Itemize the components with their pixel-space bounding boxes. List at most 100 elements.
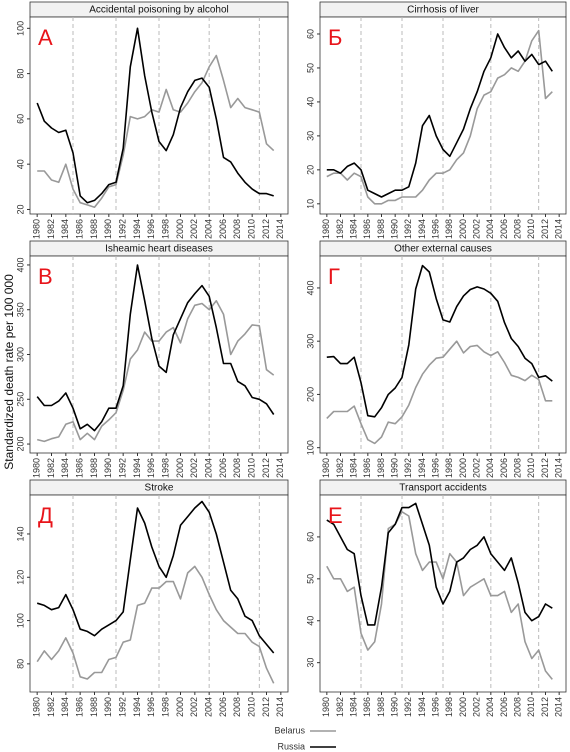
x-tick-label: 1990: [103, 697, 113, 717]
x-tick-label: 1982: [335, 219, 345, 239]
x-tick-label: 1990: [390, 697, 400, 717]
x-tick-label: 2014: [275, 458, 285, 478]
x-tick-label: 2004: [204, 458, 214, 478]
x-tick-label: 2004: [485, 458, 495, 478]
x-tick-label: 1990: [390, 219, 400, 239]
x-tick-label: 1982: [46, 697, 56, 717]
x-tick-label: 1980: [321, 697, 331, 717]
y-tick-label: 200: [305, 387, 315, 402]
x-tick-label: 1986: [75, 458, 85, 478]
x-tick-label: 2002: [472, 697, 482, 717]
y-tick-label: 60: [305, 29, 315, 39]
x-tick-label: 1994: [132, 697, 142, 717]
x-tick-label: 2000: [175, 219, 185, 239]
x-tick-label: 1992: [403, 458, 413, 478]
x-tick-label: 1984: [349, 219, 359, 239]
x-tick-label: 1982: [335, 697, 345, 717]
x-tick-label: 2014: [554, 458, 564, 478]
x-tick-label: 2002: [189, 458, 199, 478]
x-tick-label: 1996: [431, 697, 441, 717]
x-tick-label: 2002: [472, 458, 482, 478]
x-tick-label: 1998: [161, 697, 171, 717]
x-tick-label: 1988: [89, 697, 99, 717]
x-tick-label: 1990: [103, 219, 113, 239]
panel-letter: Б: [328, 25, 342, 50]
y-tick-label: 250: [15, 392, 25, 407]
x-tick-label: 1998: [161, 458, 171, 478]
x-tick-label: 1994: [132, 219, 142, 239]
x-tick-label: 1998: [444, 219, 454, 239]
x-tick-label: 2012: [540, 458, 550, 478]
panel-title: Cirrhosis of liver: [407, 5, 479, 16]
x-tick-label: 1986: [362, 219, 372, 239]
x-tick-label: 1988: [376, 697, 386, 717]
y-tick-label: 80: [15, 69, 25, 79]
series-line: [37, 54, 275, 208]
x-tick-label: 2004: [485, 697, 495, 717]
x-tick-label: 1994: [417, 219, 427, 239]
x-tick-label: 2010: [526, 697, 536, 717]
series-line: [326, 502, 553, 626]
series-line: [36, 27, 274, 204]
panel-letter: В: [38, 264, 53, 289]
x-tick-label: 1998: [444, 458, 454, 478]
x-tick-label: 2004: [204, 219, 214, 239]
panel-letter: Д: [38, 503, 53, 528]
x-tick-label: 1990: [390, 458, 400, 478]
panel-title: Transport accidents: [399, 483, 486, 494]
x-tick-label: 2004: [485, 219, 495, 239]
x-tick-label: 1996: [431, 219, 441, 239]
x-tick-label: 1982: [46, 458, 56, 478]
x-tick-label: 2008: [513, 697, 523, 717]
series-line: [326, 511, 553, 680]
x-tick-label: 1994: [417, 697, 427, 717]
x-tick-label: 2006: [499, 219, 509, 239]
y-tick-label: 300: [305, 334, 315, 349]
x-tick-label: 1992: [118, 458, 128, 478]
x-tick-label: 1980: [32, 219, 42, 239]
y-tick-label: 40: [15, 159, 25, 169]
y-tick-label: 30: [305, 658, 315, 668]
y-tick-label: 300: [15, 347, 25, 362]
series-line: [326, 29, 553, 205]
x-tick-label: 2008: [513, 219, 523, 239]
y-tick-label: 100: [305, 440, 315, 455]
y-tick-label: 60: [15, 114, 25, 124]
panel-letter: А: [38, 25, 53, 50]
series-line: [37, 300, 275, 443]
panel-letter: Г: [328, 264, 340, 289]
x-tick-label: 2012: [261, 458, 271, 478]
y-tick-label: 140: [15, 526, 25, 541]
y-tick-label: 350: [15, 302, 25, 317]
x-tick-label: 1992: [118, 697, 128, 717]
y-tick-label: 20: [15, 204, 25, 214]
x-tick-label: 2002: [189, 697, 199, 717]
x-tick-label: 2006: [218, 219, 228, 239]
x-tick-label: 1994: [132, 458, 142, 478]
x-tick-label: 1984: [60, 219, 70, 239]
x-tick-label: 1980: [321, 458, 331, 478]
y-tick-label: 100: [15, 21, 25, 36]
x-tick-label: 1980: [321, 219, 331, 239]
x-tick-label: 2006: [218, 697, 228, 717]
x-tick-label: 1996: [431, 458, 441, 478]
y-tick-label: 120: [15, 570, 25, 585]
panel-title: Accidental poisoning by alcohol: [89, 5, 229, 16]
panel-title: Isheamic heart diseases: [105, 244, 213, 255]
y-tick-label: 400: [15, 257, 25, 272]
x-tick-label: 1988: [89, 219, 99, 239]
x-tick-label: 1998: [444, 697, 454, 717]
x-tick-label: 2006: [218, 458, 228, 478]
y-axis-label: Standardized death rate per 100 000: [2, 274, 16, 470]
y-tick-label: 200: [15, 437, 25, 452]
x-tick-label: 2000: [175, 458, 185, 478]
panel-title: Stroke: [145, 483, 174, 494]
legend-label: Belarus: [274, 725, 305, 735]
legend-label: Russia: [277, 741, 305, 751]
x-tick-label: 2000: [458, 458, 468, 478]
x-tick-label: 2000: [458, 219, 468, 239]
x-tick-label: 2008: [232, 219, 242, 239]
x-tick-label: 1994: [417, 458, 427, 478]
x-tick-label: 1986: [75, 697, 85, 717]
